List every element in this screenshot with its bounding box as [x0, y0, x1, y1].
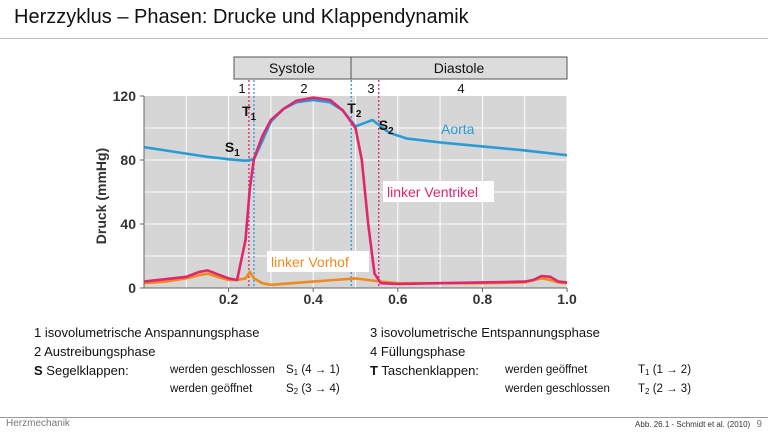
valve-label-T2: T2 [347, 100, 362, 120]
legend-phase-2: 2 Austreibungsphase [34, 344, 156, 359]
legend-t-key: T [370, 363, 378, 378]
y-tick-label: 0 [128, 280, 136, 296]
legend-taschenklappen-closed-row: werden geschlossen T2 (2 → 3) [370, 380, 691, 399]
phase-number-4: 4 [457, 81, 464, 96]
legend-taschenklappen-row: T Taschenklappen: werden geöffnet T1 (1 … [370, 361, 691, 380]
series-label-ventricle-box [383, 181, 494, 202]
y-tick-label: 40 [120, 216, 136, 232]
legend-t-closed: werden geschlossen [505, 383, 610, 395]
series-label-atrium: linker Vorhof [271, 254, 349, 270]
legend-segelklappen-row: S Segelklappen: werden geschlossen S1 (4… [34, 361, 340, 380]
legend-s-key: S [34, 363, 43, 378]
valve-label-T1: T1 [242, 103, 257, 123]
axes [143, 96, 567, 289]
footer-section-label: Herzmechanik [6, 418, 70, 429]
legend-s-open-sym: S2 (3 → 4) [286, 383, 340, 396]
series-line-0 [143, 98, 568, 163]
footer-source: Abb. 26.1 - Schmidt et al. (2010) 9 [635, 419, 762, 430]
phase-number-1: 1 [238, 81, 245, 96]
legend-t-open-sym: T1 (1 → 2) [638, 364, 692, 377]
legend-left: 1 isovolumetrische Anspannungsphase 2 Au… [34, 323, 340, 399]
valve-label-S1: S1 [225, 139, 240, 159]
series-line-1 [143, 96, 568, 286]
phase-bar: Systole Diastole 1 2 3 4 [233, 56, 568, 96]
series-labels: Aorta linker Ventrikel linker Vorhof [267, 121, 494, 272]
legend-t-open: werden geöffnet [505, 364, 588, 376]
systole-label: Systole [269, 60, 315, 76]
y-tick-label: 120 [113, 88, 137, 104]
x-tick-label: 0.8 [473, 291, 493, 307]
title-divider [0, 38, 768, 39]
legend-segelklappen-open-row: werden geöffnet S2 (3 → 4) [34, 380, 340, 399]
legend-phase-3: 3 isovolumetrische Entspannungsphase [370, 325, 600, 340]
x-tick-label: 0.2 [219, 291, 239, 307]
legend-t-closed-sym: T2 (2 → 3) [638, 383, 692, 396]
pressure-chart: Systole Diastole 1 2 3 4 0.2 0.4 0.6 0.8 1.0… [93, 56, 577, 307]
diastole-box [350, 56, 568, 80]
x-tick-label: 0.6 [388, 291, 408, 307]
slide-title: Herzzyklus – Phasen: Drucke und Klappend… [14, 6, 469, 28]
phase-number-2: 2 [300, 81, 307, 96]
axis-ticks: 0.2 0.4 0.6 0.8 1.0 0 40 80 120 [113, 88, 577, 307]
x-tick-label: 1.0 [557, 291, 577, 307]
page-number: 9 [756, 419, 762, 430]
diastole-label: Diastole [434, 60, 485, 76]
legend-s-closed: werden geschlossen [170, 364, 275, 376]
valve-label-S2: S2 [379, 117, 394, 137]
phase-number-3: 3 [367, 81, 374, 96]
x-tick-label: 0.4 [303, 291, 323, 307]
footer-divider [0, 417, 768, 418]
legend-s-open: werden geöffnet [170, 383, 253, 395]
series-lines [143, 96, 568, 287]
y-axis-title: Druck (mmHg) [93, 148, 109, 244]
legend-s-closed-sym: S1 (4 → 1) [286, 364, 340, 377]
legend-phase-4: 4 Füllungsphase [370, 344, 466, 359]
footer-source-text: Abb. 26.1 - Schmidt et al. (2010) [635, 420, 751, 429]
series-label-ventricle: linker Ventrikel [387, 184, 478, 200]
series-label-aorta: Aorta [441, 121, 475, 137]
series-label-atrium-box [267, 251, 369, 272]
legend-right: 3 isovolumetrische Entspannungsphase 4 F… [370, 323, 691, 399]
legend-phase-1: 1 isovolumetrische Anspannungsphase [34, 325, 260, 340]
y-tick-label: 80 [120, 152, 136, 168]
legend-t-label: Taschenklappen: [381, 363, 479, 378]
legend-s-label: Segelklappen: [46, 363, 129, 378]
